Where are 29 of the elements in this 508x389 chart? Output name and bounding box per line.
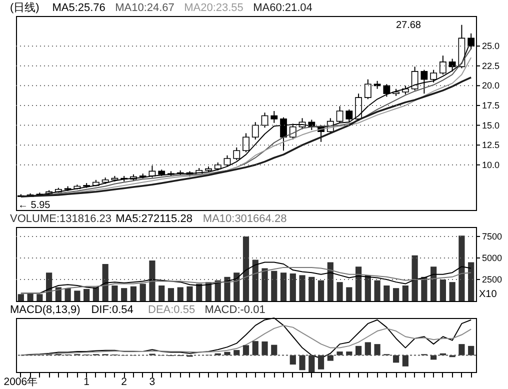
text: MA20:23.55 — [184, 2, 244, 14]
text: MA60:21.04 — [253, 2, 312, 14]
text: MA5:25.76 — [52, 2, 106, 14]
x-tick-label: 2006年 — [4, 376, 38, 388]
y-tick-label: 5000 — [482, 252, 502, 263]
y-tick-label: 20.0 — [482, 80, 500, 91]
y-tick-label: 17.5 — [482, 100, 500, 110]
text: VOLUME:131816.23 — [10, 213, 112, 225]
annotation: 27.68 — [396, 20, 422, 31]
text: DIF:0.54 — [91, 304, 134, 316]
y-tick-label: 22.5 — [482, 60, 500, 71]
y-tick-label: 15.0 — [482, 120, 500, 130]
text: MA5:272115.28 — [116, 213, 192, 225]
y-tick-label: 7500 — [482, 231, 502, 242]
y-tick-label: 25.0 — [482, 41, 500, 52]
y-tick-label: 2500 — [482, 274, 502, 284]
chart-title: MACD(8,13,9) — [10, 304, 80, 316]
text: X10 — [479, 289, 498, 300]
text: DEA:0.55 — [148, 304, 196, 316]
y-tick-label: 10.0 — [482, 160, 500, 170]
x-tick-label: 3 — [149, 376, 156, 388]
x-tick-label: 2 — [121, 376, 128, 388]
x-tick-label: 1 — [84, 376, 90, 388]
text: MA10:24.67 — [115, 2, 174, 14]
text: MACD:-0.01 — [204, 304, 266, 316]
text: MA10:301664.28 — [202, 213, 287, 225]
y-tick-label: 12.5 — [482, 140, 500, 150]
chart-title: (日线) — [10, 1, 40, 14]
annotation: ← 5.95 — [18, 200, 51, 211]
